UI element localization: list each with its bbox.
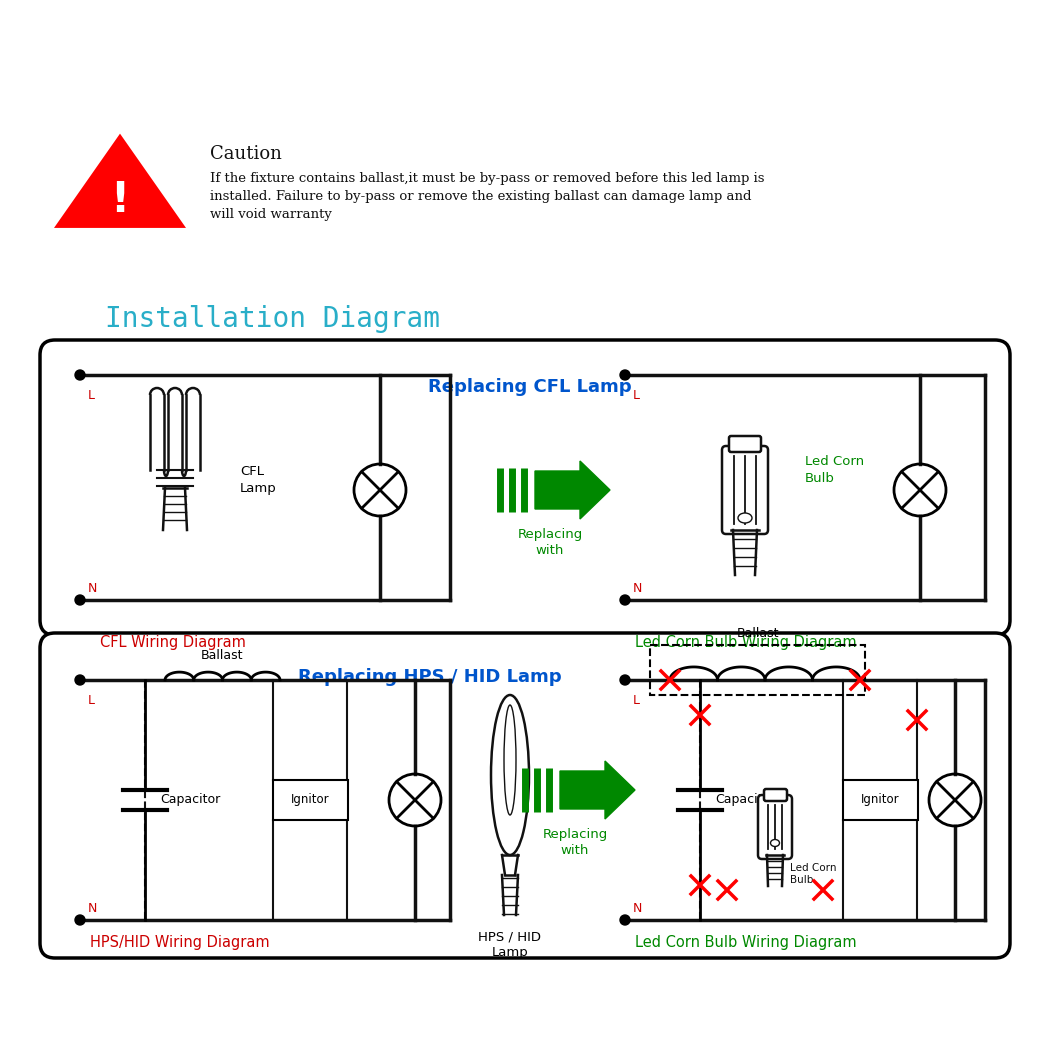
Circle shape <box>75 595 85 605</box>
Text: Capacitor: Capacitor <box>160 794 220 806</box>
Circle shape <box>75 675 85 685</box>
Text: Led Corn Bulb Wiring Diagram: Led Corn Bulb Wiring Diagram <box>635 635 857 650</box>
FancyBboxPatch shape <box>273 780 348 820</box>
Circle shape <box>75 915 85 925</box>
Ellipse shape <box>491 695 529 855</box>
FancyBboxPatch shape <box>758 795 792 859</box>
Ellipse shape <box>504 705 516 815</box>
Ellipse shape <box>738 513 752 523</box>
Text: N: N <box>88 582 98 595</box>
Text: N: N <box>633 582 643 595</box>
Text: CFL Wiring Diagram: CFL Wiring Diagram <box>100 635 246 650</box>
Text: CFL
Lamp: CFL Lamp <box>240 465 277 495</box>
Text: L: L <box>88 388 94 402</box>
Circle shape <box>620 675 630 685</box>
Circle shape <box>620 370 630 380</box>
FancyArrow shape <box>536 461 610 519</box>
Text: Replacing HPS / HID Lamp: Replacing HPS / HID Lamp <box>298 668 562 686</box>
Text: Ignitor: Ignitor <box>291 794 330 806</box>
Circle shape <box>620 595 630 605</box>
Text: HPS / HID
Lamp: HPS / HID Lamp <box>479 930 542 959</box>
Text: Ballast: Ballast <box>736 627 779 640</box>
Text: Replacing
with: Replacing with <box>518 528 583 556</box>
Text: L: L <box>88 694 94 707</box>
Text: Replacing
with: Replacing with <box>543 828 608 857</box>
Text: L: L <box>633 694 640 707</box>
Text: Led Corn
Bulb: Led Corn Bulb <box>805 455 864 485</box>
Circle shape <box>75 370 85 380</box>
FancyBboxPatch shape <box>722 446 768 534</box>
Text: Capacitor: Capacitor <box>715 794 775 806</box>
Text: N: N <box>88 902 98 915</box>
FancyBboxPatch shape <box>842 780 918 820</box>
FancyArrow shape <box>560 761 635 819</box>
Text: Led Corn Bulb Wiring Diagram: Led Corn Bulb Wiring Diagram <box>635 934 857 950</box>
Text: Replacing CFL Lamp: Replacing CFL Lamp <box>428 378 632 396</box>
Text: L: L <box>633 388 640 402</box>
Bar <box>650 645 865 695</box>
FancyBboxPatch shape <box>764 789 788 801</box>
Text: Caution: Caution <box>210 145 281 163</box>
Text: If the fixture contains ballast,it must be by-pass or removed before this led la: If the fixture contains ballast,it must … <box>210 172 764 220</box>
FancyBboxPatch shape <box>40 340 1010 635</box>
FancyBboxPatch shape <box>729 436 761 452</box>
Text: Ignitor: Ignitor <box>861 794 899 806</box>
Text: Installation Diagram: Installation Diagram <box>105 304 440 333</box>
Text: HPS/HID Wiring Diagram: HPS/HID Wiring Diagram <box>90 934 270 950</box>
Text: Ballast: Ballast <box>202 649 244 662</box>
Polygon shape <box>50 130 190 230</box>
Text: !: ! <box>110 178 129 220</box>
Circle shape <box>620 915 630 925</box>
Ellipse shape <box>771 840 779 846</box>
FancyBboxPatch shape <box>40 633 1010 958</box>
Text: N: N <box>633 902 643 915</box>
Text: Led Corn
Bulb: Led Corn Bulb <box>790 863 837 885</box>
